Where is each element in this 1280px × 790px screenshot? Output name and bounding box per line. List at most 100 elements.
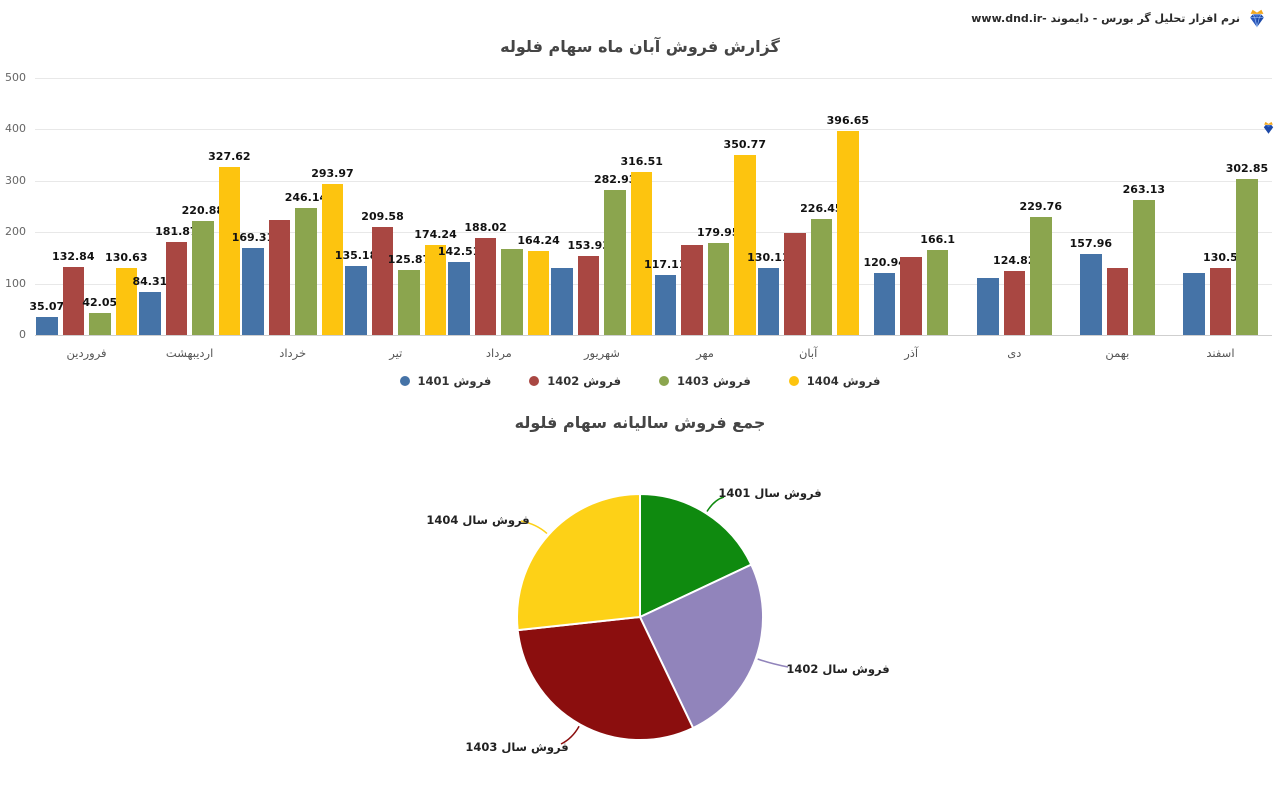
bar-y1403-m2[interactable] [192, 221, 214, 335]
bar-y1402-m11[interactable] [1106, 267, 1129, 335]
x-axis-label: شهریور [583, 346, 620, 360]
bar-y1404-m8[interactable] [837, 131, 859, 335]
bar-y1401-m1[interactable] [36, 316, 58, 335]
bar-y1402-m2[interactable] [165, 241, 188, 335]
legend-label: فروش 1404 [806, 374, 881, 388]
bar-y1404-m2[interactable] [218, 166, 241, 335]
pie-slice-label-1402: فروش سال 1402 [786, 662, 890, 676]
x-axis-label: مرداد [485, 346, 512, 360]
bar-y1401-m9[interactable] [873, 272, 896, 335]
bar-value-label: 130.63 [105, 250, 148, 264]
bar-value-label: 396.65 [826, 114, 870, 128]
bar-y1404-m4[interactable] [424, 245, 447, 335]
bar-y1401-m8[interactable] [757, 268, 780, 335]
pie-slice-1402[interactable] [638, 563, 765, 730]
bar-y1401-m5[interactable] [448, 261, 470, 335]
bar-y1401-m12[interactable] [1183, 273, 1205, 335]
bar-value-label: 157.96 [1069, 236, 1113, 250]
x-axis-label: خرداد [279, 346, 307, 360]
bar-y1401-m4[interactable] [345, 265, 367, 335]
pie-connector-1402 [757, 658, 789, 668]
legend-item-1401[interactable]: فروش 1401 [399, 374, 492, 388]
legend-marker-icon [659, 376, 669, 386]
y-tick-label: 500 [5, 71, 26, 84]
bar-y1402-m9[interactable] [900, 256, 922, 335]
bar-y1402-m8[interactable] [784, 232, 806, 335]
bar-chart-legend: فروش 1401 فروش 1402 فروش 1403 فروش 1404 [0, 374, 1280, 388]
legend-label: فروش 1403 [677, 374, 751, 388]
app-header: نرم افزار تحلیل گر بورس - دایموند -www.d… [971, 7, 1268, 29]
bar-y1402-m5[interactable] [474, 238, 497, 335]
bar-y1402-m7[interactable] [681, 244, 703, 335]
gridline-500 [35, 78, 1272, 79]
bar-value-label: 263.13 [1122, 182, 1166, 196]
pie-slice-label-1401: فروش سال 1401 [718, 486, 822, 500]
bar-y1402-m4[interactable] [371, 227, 394, 335]
bar-y1401-m6[interactable] [551, 268, 573, 335]
gridline-0 [35, 335, 1272, 336]
bar-y1403-m9[interactable] [926, 249, 949, 335]
bar-y1403-m6[interactable] [604, 189, 626, 335]
legend-label: فروش 1401 [417, 374, 492, 388]
bar-y1402-m12[interactable] [1209, 267, 1232, 335]
bar-y1403-m11[interactable] [1133, 199, 1155, 335]
legend-item-1403[interactable]: فروش 1403 [659, 374, 751, 388]
bar-y1403-m1[interactable] [89, 313, 111, 335]
bar-y1402-m10[interactable] [1003, 270, 1026, 335]
bar-y1401-m10[interactable] [977, 278, 999, 335]
legend-item-1404[interactable]: فروش 1404 [788, 374, 881, 388]
bar-y1403-m7[interactable] [707, 242, 730, 335]
bar-value-label: 327.62 [208, 149, 251, 163]
legend-marker-icon [399, 376, 410, 386]
bar-value-label: 174.24 [414, 228, 457, 242]
bar-y1402-m3[interactable] [268, 219, 291, 335]
bar-value-label: 302.85 [1225, 162, 1269, 176]
x-axis-label: آذر [904, 346, 919, 360]
bar-y1401-m2[interactable] [139, 291, 161, 335]
bar-y1401-m3[interactable] [242, 247, 264, 335]
bar-y1404-m7[interactable] [734, 154, 756, 335]
bar-value-label: 164.24 [517, 233, 560, 247]
bar-value-label: 166.1 [920, 232, 956, 246]
pie-chart-title: جمع فروش سالیانه سهام فلوله [514, 413, 766, 432]
legend-item-1402[interactable]: فروش 1402 [529, 374, 621, 388]
x-axis-label: اسفند [1206, 346, 1235, 360]
bar-y1404-m3[interactable] [321, 183, 344, 335]
bar-y1403-m10[interactable] [1030, 216, 1052, 335]
bar-y1404-m1[interactable] [115, 267, 138, 335]
x-axis-label: مهر [696, 346, 714, 360]
legend-label: فروش 1402 [547, 374, 621, 388]
pie-slice-label-1403: فروش سال 1403 [465, 740, 569, 754]
diamond-crown-logo-icon [1250, 9, 1264, 28]
bar-y1403-m3[interactable] [295, 208, 317, 335]
y-tick-label: 100 [5, 276, 26, 290]
bar-y1403-m4[interactable] [398, 270, 420, 335]
x-axis-label: اردیبهشت [165, 346, 214, 360]
gridline-400 [35, 129, 1272, 131]
x-axis-label: تیر [389, 346, 403, 360]
diamond-watermark-icon [1263, 121, 1274, 134]
pie-slice-label-1404: فروش سال 1404 [426, 513, 530, 527]
bar-value-label: 209.58 [361, 210, 404, 224]
bar-y1403-m8[interactable] [810, 218, 833, 335]
bar-y1404-m6[interactable] [630, 172, 653, 335]
bar-y1401-m7[interactable] [654, 274, 677, 335]
pie-slice-1404[interactable] [516, 492, 641, 632]
x-axis-label: بهمن [1105, 346, 1130, 360]
bar-value-label: 316.51 [620, 155, 663, 169]
bar-y1402-m6[interactable] [577, 255, 600, 335]
x-axis-label: دی [1007, 346, 1022, 360]
y-tick-label: 400 [5, 122, 26, 136]
pie-slice-1401[interactable] [639, 492, 753, 619]
y-tick-label: 300 [5, 173, 26, 187]
bar-y1401-m11[interactable] [1080, 253, 1102, 335]
bar-y1403-m5[interactable] [501, 249, 523, 335]
pie-slice-1403[interactable] [516, 615, 695, 742]
bar-value-label: 350.77 [723, 137, 766, 151]
x-axis-label: فروردین [66, 346, 107, 360]
bar-y1402-m1[interactable] [62, 266, 85, 335]
bar-y1403-m12[interactable] [1236, 179, 1258, 335]
bar-y1404-m5[interactable] [527, 250, 550, 335]
bar-value-label: 132.84 [52, 249, 95, 263]
